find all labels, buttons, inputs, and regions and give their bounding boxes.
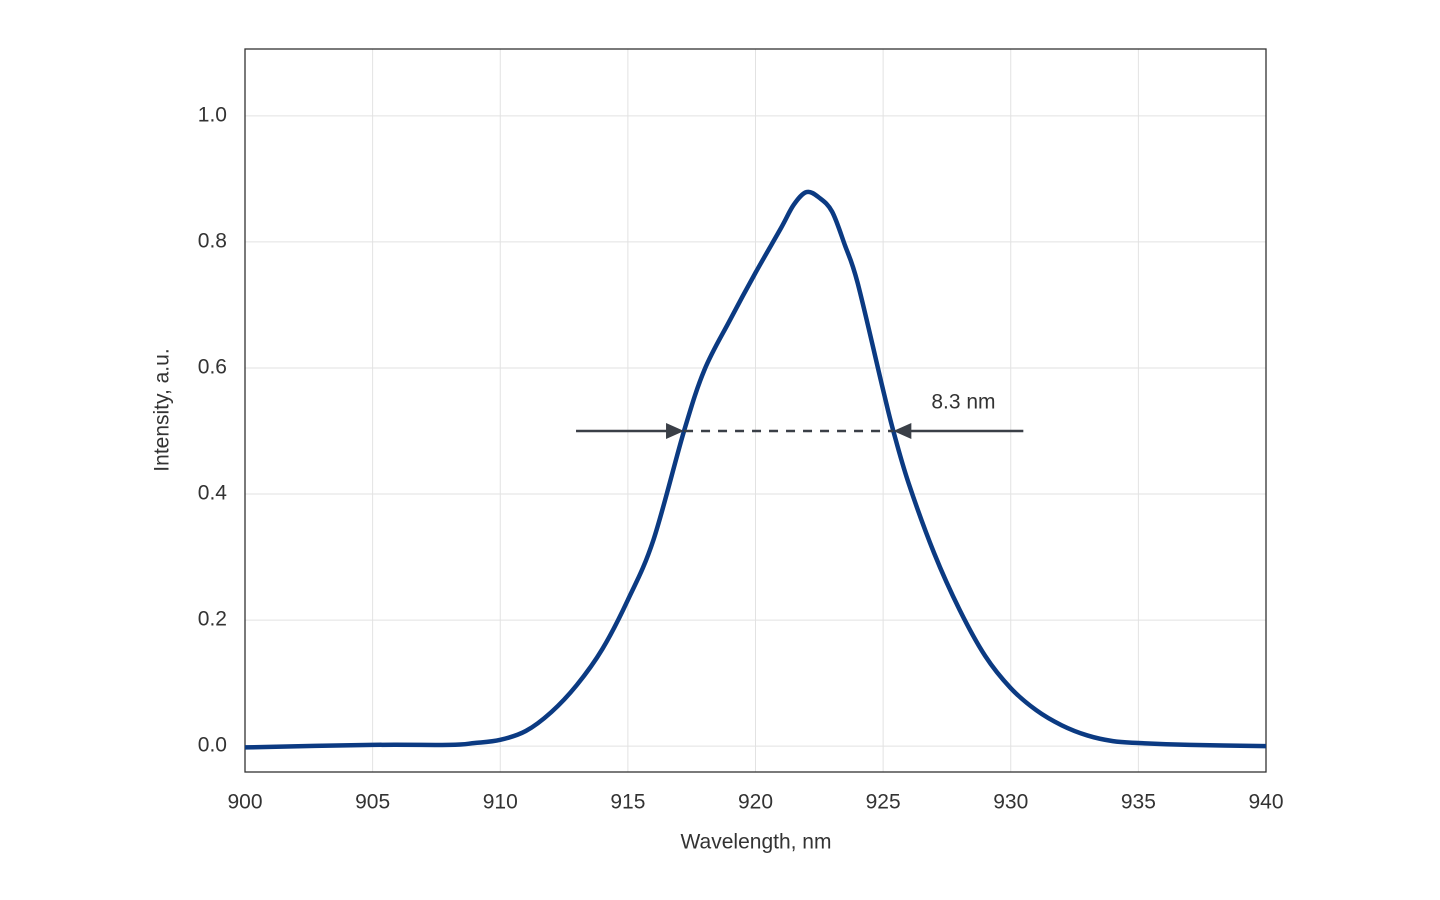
- x-tick-label: 940: [1248, 791, 1283, 814]
- y-tick-label: 0.4: [198, 482, 228, 505]
- x-tick-label: 900: [227, 791, 262, 814]
- x-tick-label: 915: [610, 791, 645, 814]
- arrow-head-right: [893, 422, 912, 439]
- x-axis-label: Wavelength, nm: [681, 831, 832, 854]
- arrow-head-left: [666, 422, 685, 439]
- data-line: [244, 189, 1267, 750]
- x-tick-label: 925: [866, 791, 901, 814]
- y-axis-label: Intensity, a.u.: [151, 348, 174, 471]
- x-tick-label: 905: [355, 791, 390, 814]
- y-tick-label: 1.0: [198, 103, 227, 126]
- y-tick-label: 0.6: [198, 355, 227, 378]
- y-tick-label: 0.2: [198, 608, 227, 631]
- x-tick-label: 910: [483, 791, 518, 814]
- y-tick-label: 0.8: [198, 229, 227, 252]
- x-tick-label: 920: [738, 791, 773, 814]
- y-tick-label: 0.0: [198, 734, 227, 757]
- x-tick-label: 930: [993, 791, 1028, 814]
- x-tick-label: 935: [1121, 791, 1156, 814]
- plot-frame: [244, 48, 1267, 773]
- annotation-label: 8.3 nm: [931, 391, 995, 414]
